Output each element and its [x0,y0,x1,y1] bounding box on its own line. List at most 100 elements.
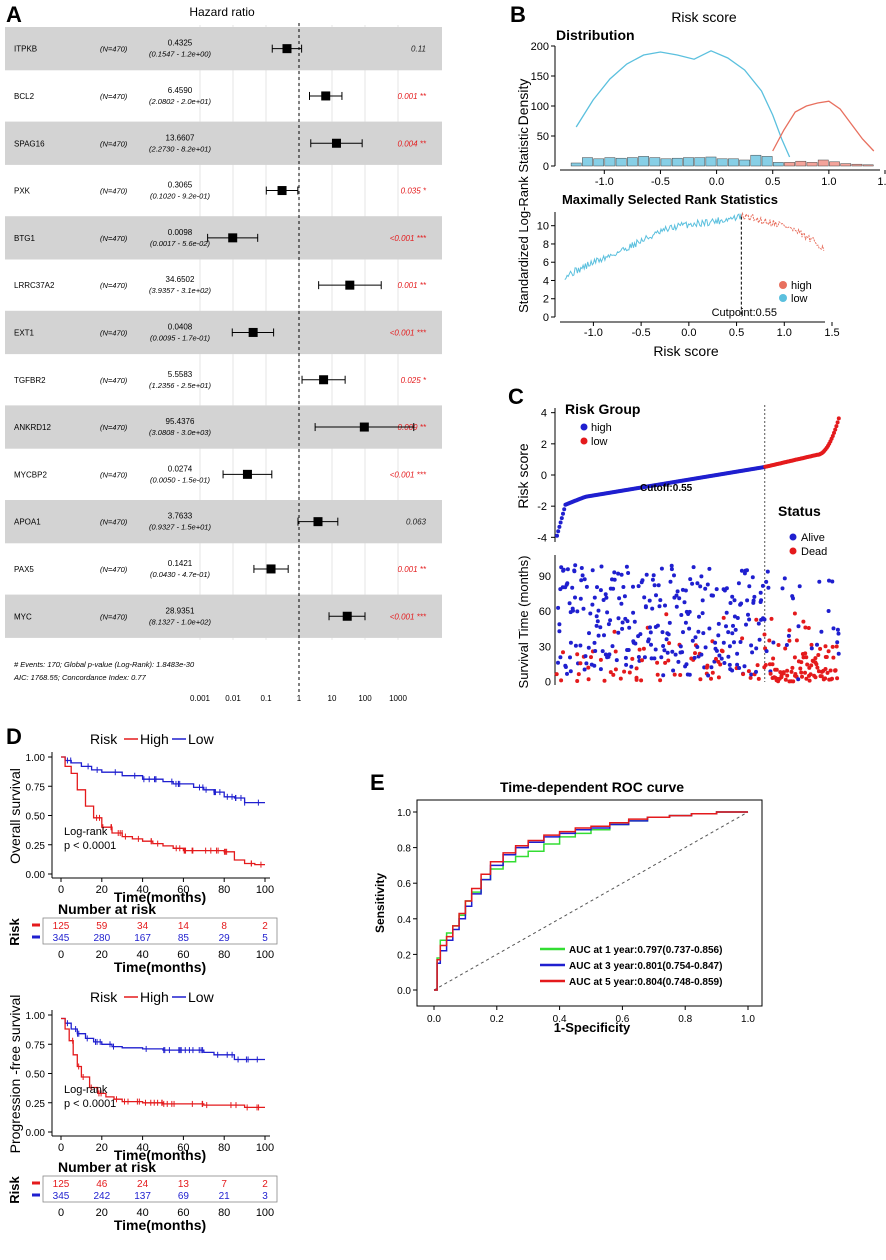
survival-point [649,642,653,647]
survival-point [714,648,719,653]
status-legend-title: Status [778,503,821,519]
km-xlabel: Time(months) [114,889,206,905]
survival-point [676,659,681,664]
legend-label-high: high [591,422,612,434]
histogram-bar-high [784,162,795,167]
survival-point [698,677,703,682]
survival-point [690,581,695,586]
survival-point [663,660,668,665]
maxstat-xtick-label: 1.5 [824,327,839,339]
survival-point [557,629,562,634]
survival-point [596,608,601,613]
maxstat-series-high [740,211,825,251]
survival-point [815,642,819,647]
risk-table-xtick-label: 80 [218,1207,230,1219]
km-xtick-label: 40 [136,1142,148,1154]
survival-point [683,588,688,593]
survival-point [612,570,617,575]
forest-row-shade [5,310,442,355]
survival-point [763,663,768,667]
survival-point [593,649,598,653]
survival-point [791,679,796,684]
survival-point [627,670,632,675]
survival-point [578,643,583,648]
survival-point [700,598,705,603]
survival-point [745,568,749,573]
km-ytick-label: 1.00 [26,1011,46,1022]
survival-point [637,647,642,652]
density-ytick-label: 0 [543,161,549,173]
survival-point [666,632,671,637]
forest-n-label: (N=470) [100,376,128,385]
survival-point [632,619,637,624]
survival-point [586,665,591,670]
legend-label-low: low [591,436,608,448]
histogram-bar-low [705,156,717,167]
survival-point [620,626,625,631]
survival-point [636,655,641,659]
survival-point [703,645,708,650]
cutpoint-label: Cutpoint:0.55 [712,307,777,319]
survival-point [782,576,787,581]
survival-point [648,630,653,635]
survival-point [634,666,639,671]
survival-point [673,652,678,657]
survival-point [583,654,588,659]
risk-point [558,520,563,525]
risk-table-cell-low: 345 [53,1191,70,1202]
risk-ytick-label: -4 [537,532,547,544]
risk-table-cell-high: 2 [262,921,268,932]
km-ytick-label: 1.00 [26,753,46,764]
survival-point [809,663,814,668]
survival-point [759,598,764,603]
risk-table-cell-high: 8 [221,921,227,932]
survival-point [825,670,830,675]
km-legend-label-high: High [140,731,169,747]
survival-point [739,601,744,606]
forest-gene-label: SPAG16 [14,139,45,148]
survival-point [700,611,705,616]
survival-point [666,658,671,663]
survival-point [787,638,792,643]
survival-point [556,660,560,665]
maxstat-ytick-label: 8 [543,239,549,251]
survival-point [565,671,569,676]
survival-point [631,610,636,615]
forest-hr-value: 13.6607 [166,133,195,142]
survival-point [616,630,621,635]
histogram-bar-low [593,158,605,167]
forest-n-label: (N=470) [100,92,128,101]
maxstat-xtick-label: 0.0 [681,327,696,339]
survival-point [644,572,649,577]
risk-point [835,420,840,425]
survival-point [586,645,591,650]
km-xtick-label: 20 [96,884,108,896]
survival-point [741,672,746,677]
survival-point [674,593,679,598]
histogram-bar-high [851,163,863,167]
roc-xtick-label: 0.6 [615,1014,629,1025]
survival-point [680,587,685,592]
roc-legend-label: AUC at 1 year:0.797(0.737-0.856) [569,945,722,956]
survival-point [595,619,600,624]
distribution-label: Distribution [556,27,635,43]
survival-point [830,579,835,584]
survival-point [747,617,752,622]
survival-point [819,674,824,679]
survival-point [661,673,666,678]
survival-point [818,646,823,651]
risk-table-xtick-label: 60 [177,949,189,961]
forest-p-value: 0.063 [406,518,427,527]
survival-point [605,610,610,615]
survival-point [724,624,728,629]
forest-plot: ITPKB (N=470)0.4325(0.1547 - 1.2e+00)0.11… [5,23,442,703]
panel-letter-c: C [508,384,524,409]
survival-point [655,672,660,677]
survival-point [575,679,580,683]
survival-point [667,641,672,646]
risk-table-cell-high: 59 [96,921,108,932]
km-xtick-label: 0 [58,884,64,896]
survival-point [622,594,627,599]
density-xtick-label: 0.5 [765,176,780,188]
km-xtick-label: 80 [218,1142,230,1154]
